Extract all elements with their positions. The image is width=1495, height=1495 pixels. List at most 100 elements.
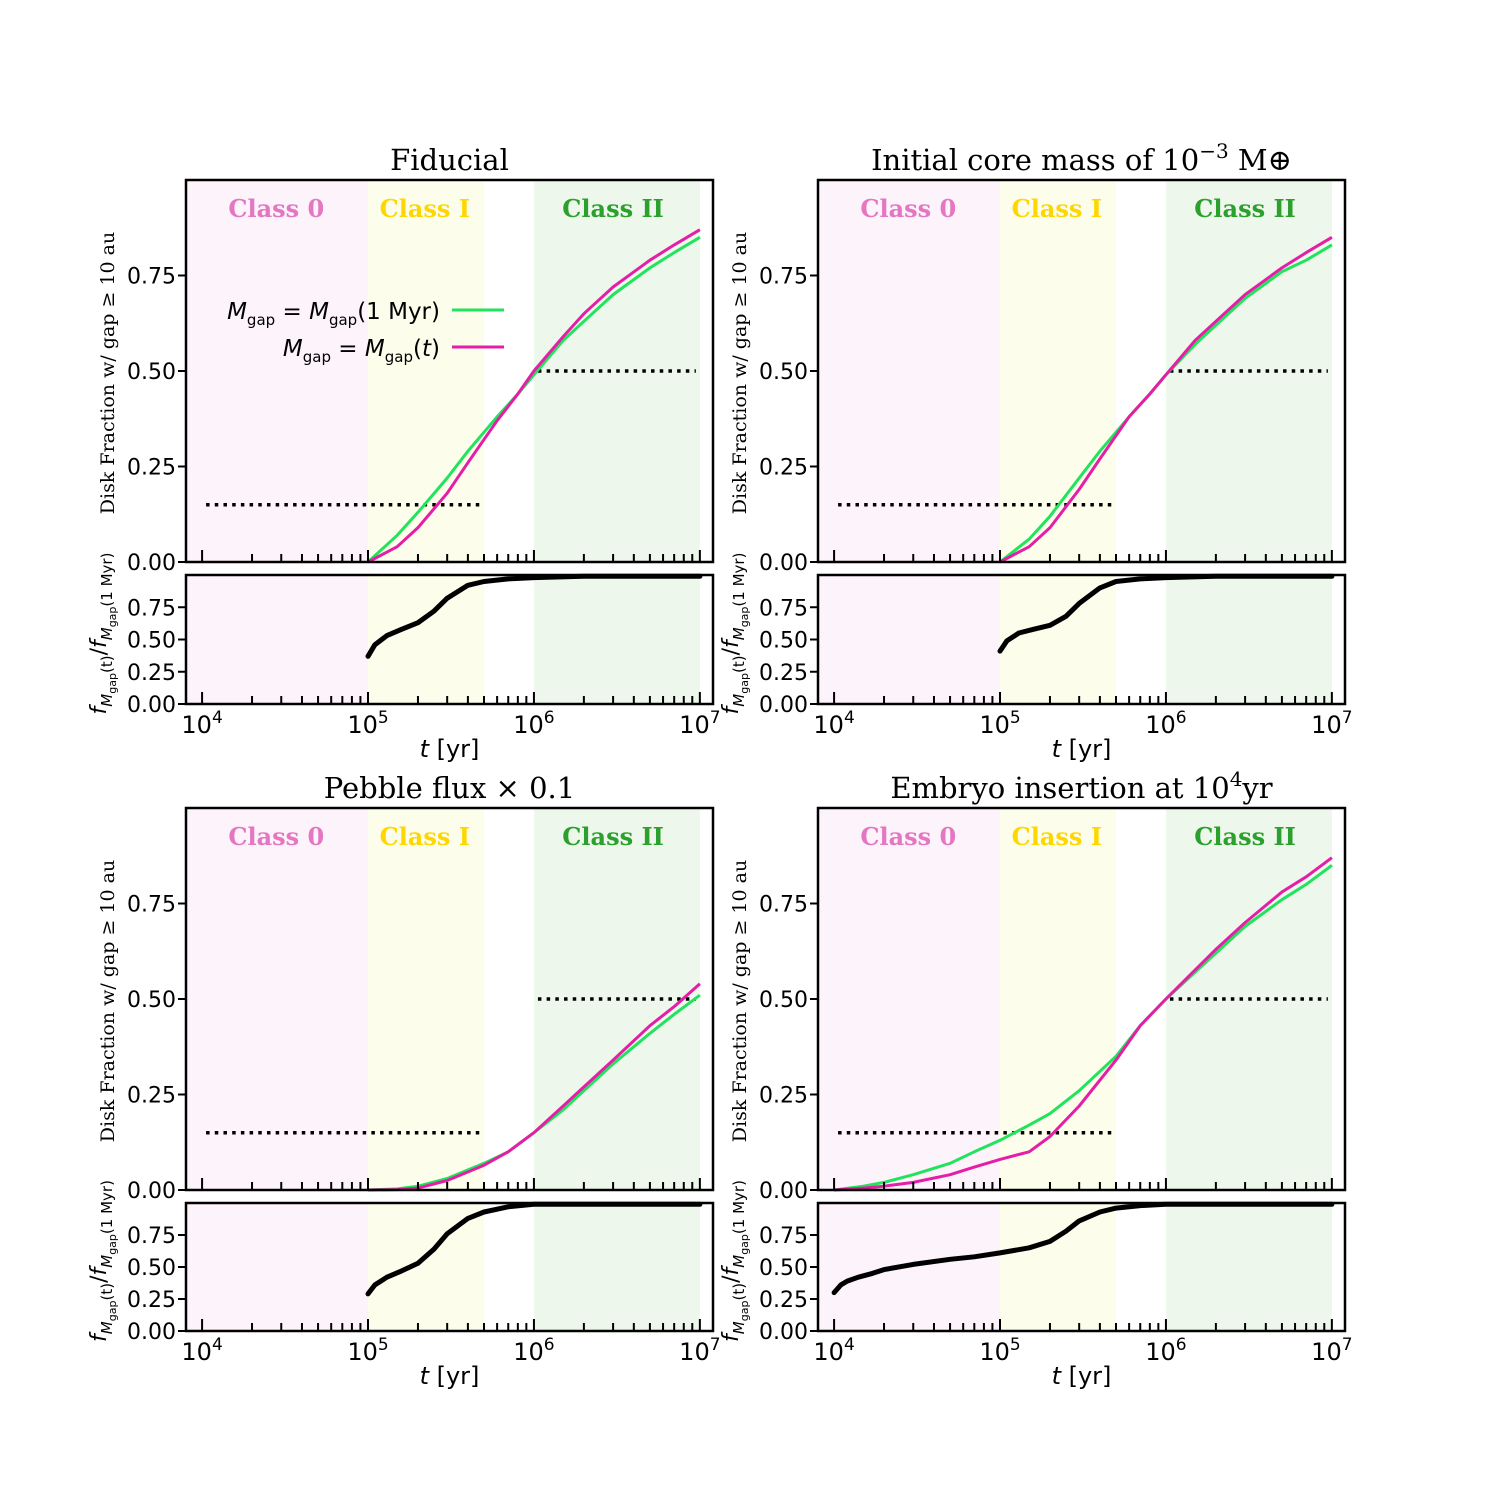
top-y-tick-label: 0.50	[127, 360, 176, 385]
series-line-magenta	[834, 856, 1333, 1192]
ratio-line	[365, 1201, 703, 1297]
x-tick-label: 105	[347, 708, 388, 739]
class-2-label: Class II	[1194, 194, 1296, 223]
x-tick-label: 107	[679, 708, 720, 739]
series-line-magenta	[999, 236, 1333, 564]
series-line-green	[833, 864, 1333, 1192]
ratio-line	[997, 573, 1335, 654]
class0-region-bottom	[818, 575, 1001, 704]
class-1-label: Class I	[1012, 822, 1102, 851]
panel-title: Pebble flux × 0.1	[324, 771, 575, 805]
class2-region-bottom	[533, 1203, 700, 1331]
class2-region-bottom	[1165, 575, 1332, 704]
top-y-tick-label: 0.50	[127, 988, 176, 1013]
class-0-label: Class 0	[860, 822, 956, 851]
top-y-tick-label: 0.25	[759, 1084, 808, 1109]
legend: Mgap = Mgap(1 Myr) Mgap = Mgap(t)	[227, 299, 504, 366]
class0-region-top	[818, 180, 1001, 562]
x-tick-label: 106	[1145, 708, 1186, 739]
bottom-y-tick-label: 0.25	[759, 1288, 808, 1313]
class-1-label: Class I	[380, 194, 470, 223]
x-tick-label: 105	[979, 708, 1020, 739]
x-tick-label: 107	[1311, 1335, 1352, 1366]
bottom-y-axis-label: fMgap(t)/fMgap(1 Myr)	[719, 1180, 751, 1342]
series-line-magenta	[367, 228, 701, 564]
bottom-y-tick-label: 0.50	[759, 629, 808, 654]
x-tick-label: 104	[813, 1335, 854, 1366]
class-0-label: Class 0	[228, 822, 324, 851]
x-tick-label: 106	[513, 1335, 554, 1366]
top-y-tick-label: 0.75	[127, 893, 176, 918]
class0-region-bottom	[186, 575, 369, 704]
x-tick-label: 105	[979, 1335, 1020, 1366]
x-tick-label: 107	[1311, 708, 1352, 739]
class1-region-bottom	[1000, 1203, 1116, 1331]
class-1-label: Class I	[1012, 194, 1102, 223]
x-axis-label: t [yr]	[420, 735, 480, 763]
class1-region-bottom	[1000, 575, 1116, 704]
panel-title: Fiducial	[390, 143, 509, 177]
x-axis-label: t [yr]	[420, 1362, 480, 1390]
bottom-y-tick-label: 0.75	[127, 1224, 176, 1249]
x-axis-label: t [yr]	[1052, 735, 1112, 763]
legend-label-magenta: Mgap = Mgap(t)	[283, 336, 440, 366]
bottom-y-tick-label: 0.75	[759, 596, 808, 621]
bottom-y-tick-label: 0.50	[127, 1256, 176, 1281]
x-tick-label: 105	[347, 1335, 388, 1366]
class1-region-bottom	[368, 575, 484, 704]
top-y-tick-label: 0.00	[759, 1179, 808, 1204]
top-y-tick-label: 0.75	[127, 265, 176, 290]
bottom-y-tick-label: 0.00	[759, 1320, 808, 1345]
x-tick-label: 106	[513, 708, 554, 739]
x-tick-label: 104	[181, 1335, 222, 1366]
top-y-tick-label: 0.25	[127, 1084, 176, 1109]
panel-title: Initial core mass of 10−3 M⊕	[871, 139, 1292, 177]
bottom-y-tick-label: 0.75	[127, 596, 176, 621]
class-2-label: Class II	[562, 194, 664, 223]
class0-region-top	[818, 808, 1001, 1190]
ratio-line	[831, 1201, 1335, 1296]
class0-region-top	[186, 808, 369, 1190]
x-tick-label: 104	[813, 708, 854, 739]
top-y-tick-label: 0.75	[759, 893, 808, 918]
panel-3: Class 0 Class I Class II Pebble flux × 0.1 0…	[87, 771, 721, 1390]
top-y-tick-label: 0.00	[127, 1179, 176, 1204]
bottom-y-tick-label: 0.75	[759, 1224, 808, 1249]
legend-label-green: Mgap = Mgap(1 Myr)	[227, 299, 440, 329]
class2-region-bottom	[533, 575, 700, 704]
class1-region-bottom	[368, 1203, 484, 1331]
bottom-y-tick-label: 0.00	[127, 1320, 176, 1345]
bottom-y-tick-label: 0.25	[127, 661, 176, 686]
bottom-y-axis-label: fMgap(t)/fMgap(1 Myr)	[87, 1180, 119, 1342]
top-y-tick-label: 0.25	[127, 456, 176, 481]
class-0-label: Class 0	[860, 194, 956, 223]
class-1-label: Class I	[380, 822, 470, 851]
class-0-label: Class 0	[228, 194, 324, 223]
class1-region-top	[368, 180, 484, 562]
top-y-tick-label: 0.50	[759, 360, 808, 385]
bottom-y-axis-label: fMgap(t)/fMgap(1 Myr)	[719, 553, 751, 715]
top-y-tick-label: 0.00	[127, 551, 176, 576]
top-y-axis-label: Disk Fraction w/ gap ≥ 10 au	[729, 232, 751, 514]
x-axis-label: t [yr]	[1052, 1362, 1112, 1390]
panel-4: Class 0 Class I Class II Embryo insertion a…	[719, 767, 1353, 1390]
top-y-tick-label: 0.75	[759, 265, 808, 290]
panel-title: Embryo insertion at 104yr	[890, 767, 1272, 805]
panel-1: Class 0 Class I Class II Fiducial 0.00 0.00 0.…	[87, 143, 721, 763]
bottom-y-tick-label: 0.50	[127, 629, 176, 654]
top-y-tick-label: 0.50	[759, 988, 808, 1013]
bottom-y-tick-label: 0.00	[127, 693, 176, 718]
x-tick-label: 107	[679, 1335, 720, 1366]
class1-region-top	[368, 808, 484, 1190]
top-y-tick-label: 0.25	[759, 456, 808, 481]
class-2-label: Class II	[1194, 822, 1296, 851]
top-y-axis-label: Disk Fraction w/ gap ≥ 10 au	[97, 860, 119, 1142]
x-tick-label: 104	[181, 708, 222, 739]
class0-region-bottom	[186, 1203, 369, 1331]
top-y-axis-label: Disk Fraction w/ gap ≥ 10 au	[729, 860, 751, 1142]
ratio-line	[365, 573, 703, 659]
bottom-y-tick-label: 0.25	[127, 1288, 176, 1313]
class2-region-bottom	[1165, 1203, 1332, 1331]
top-y-axis-label: Disk Fraction w/ gap ≥ 10 au	[97, 232, 119, 514]
